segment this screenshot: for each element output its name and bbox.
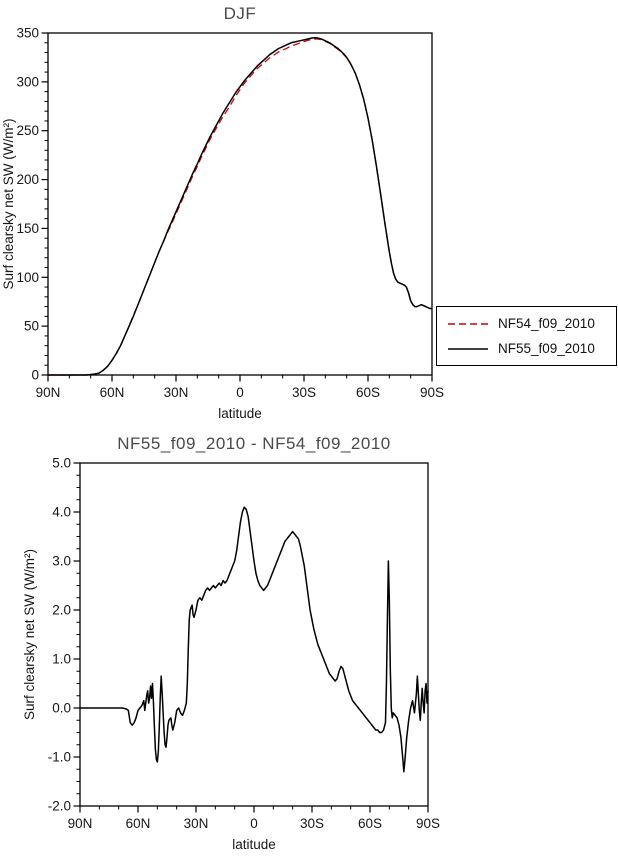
chart-title: NF55_f09_2010 - NF54_f09_2010 — [117, 434, 390, 453]
y-tick-label: -2.0 — [48, 799, 71, 814]
x-tick-label: 60N — [126, 816, 151, 831]
x-axis-label: latitude — [218, 406, 262, 421]
legend-entry: NF55_f09_2010 — [447, 341, 606, 356]
chart-title: DJF — [224, 4, 257, 23]
y-tick-label: 1.0 — [52, 652, 71, 667]
plot-frame — [79, 462, 429, 807]
y-tick-label: 150 — [16, 221, 39, 236]
x-tick-label: 90S — [416, 816, 440, 831]
y-tick-label: 350 — [16, 26, 39, 41]
y-tick-label: -1.0 — [48, 750, 71, 765]
y-tick-label: 4.0 — [52, 505, 71, 520]
x-tick-label: 90S — [420, 385, 444, 400]
series-line-0 — [48, 38, 432, 376]
djf-chart: 90N 60N 30N 0 30S 60S 90S 0 50 100 150 200 250 300 350… — [1, 4, 444, 421]
legend-line-solid — [448, 347, 488, 350]
x-tick-label: 60S — [356, 385, 380, 400]
legend-line-dashed — [448, 322, 488, 325]
y-tick-label: 50 — [24, 319, 39, 334]
x-tick-label: 30S — [292, 385, 316, 400]
x-tick-label: 30N — [164, 385, 189, 400]
y-tick-label: 0 — [31, 368, 39, 383]
legend-label-nf54: NF54_f09_2010 — [498, 316, 595, 331]
x-tick-label: 30S — [300, 816, 324, 831]
difference-chart: 90N 60N 30N 0 30S 60S 90S -2.0 -1.0 0.0 1.0 2.0 3.0 4… — [0, 430, 618, 862]
series-line-1 — [48, 37, 432, 376]
x-axis-label: latitude — [232, 837, 276, 852]
y-tick-label: 200 — [16, 172, 39, 187]
chart-bottom-svg: 90N 60N 30N 0 30S 60S 90S -2.0 -1.0 0.0 1.0 2.0 3.0 4… — [22, 434, 440, 852]
x-tick-label: 0 — [250, 816, 258, 831]
legend-entry: NF54_f09_2010 — [447, 316, 606, 331]
series-line-0 — [80, 506, 429, 773]
y-tick-label: 3.0 — [52, 554, 71, 569]
legend: NF54_f09_2010 NF55_f09_2010 — [436, 306, 617, 366]
y-axis-label: Surf clearsky net SW (W/m²) — [22, 549, 37, 720]
x-tick-label: 90N — [68, 816, 93, 831]
y-axis-label: Surf clearsky net SW (W/m²) — [1, 118, 16, 289]
legend-label-nf55: NF55_f09_2010 — [498, 341, 595, 356]
y-tick-label: 2.0 — [52, 603, 71, 618]
plot-frame — [47, 32, 433, 376]
y-tick-label: 300 — [16, 74, 39, 89]
y-tick-label: 250 — [16, 123, 39, 138]
chart-top-svg: 90N 60N 30N 0 30S 60S 90S 0 50 100 150 200 250 300 350… — [1, 4, 444, 421]
y-tick-label: 5.0 — [52, 456, 71, 471]
y-tick-label: 0.0 — [52, 701, 71, 716]
x-tick-label: 90N — [36, 385, 61, 400]
y-tick-label: 100 — [16, 270, 39, 285]
x-tick-label: 0 — [236, 385, 244, 400]
x-tick-label: 30N — [184, 816, 209, 831]
x-tick-label: 60S — [358, 816, 382, 831]
x-tick-label: 60N — [100, 385, 125, 400]
